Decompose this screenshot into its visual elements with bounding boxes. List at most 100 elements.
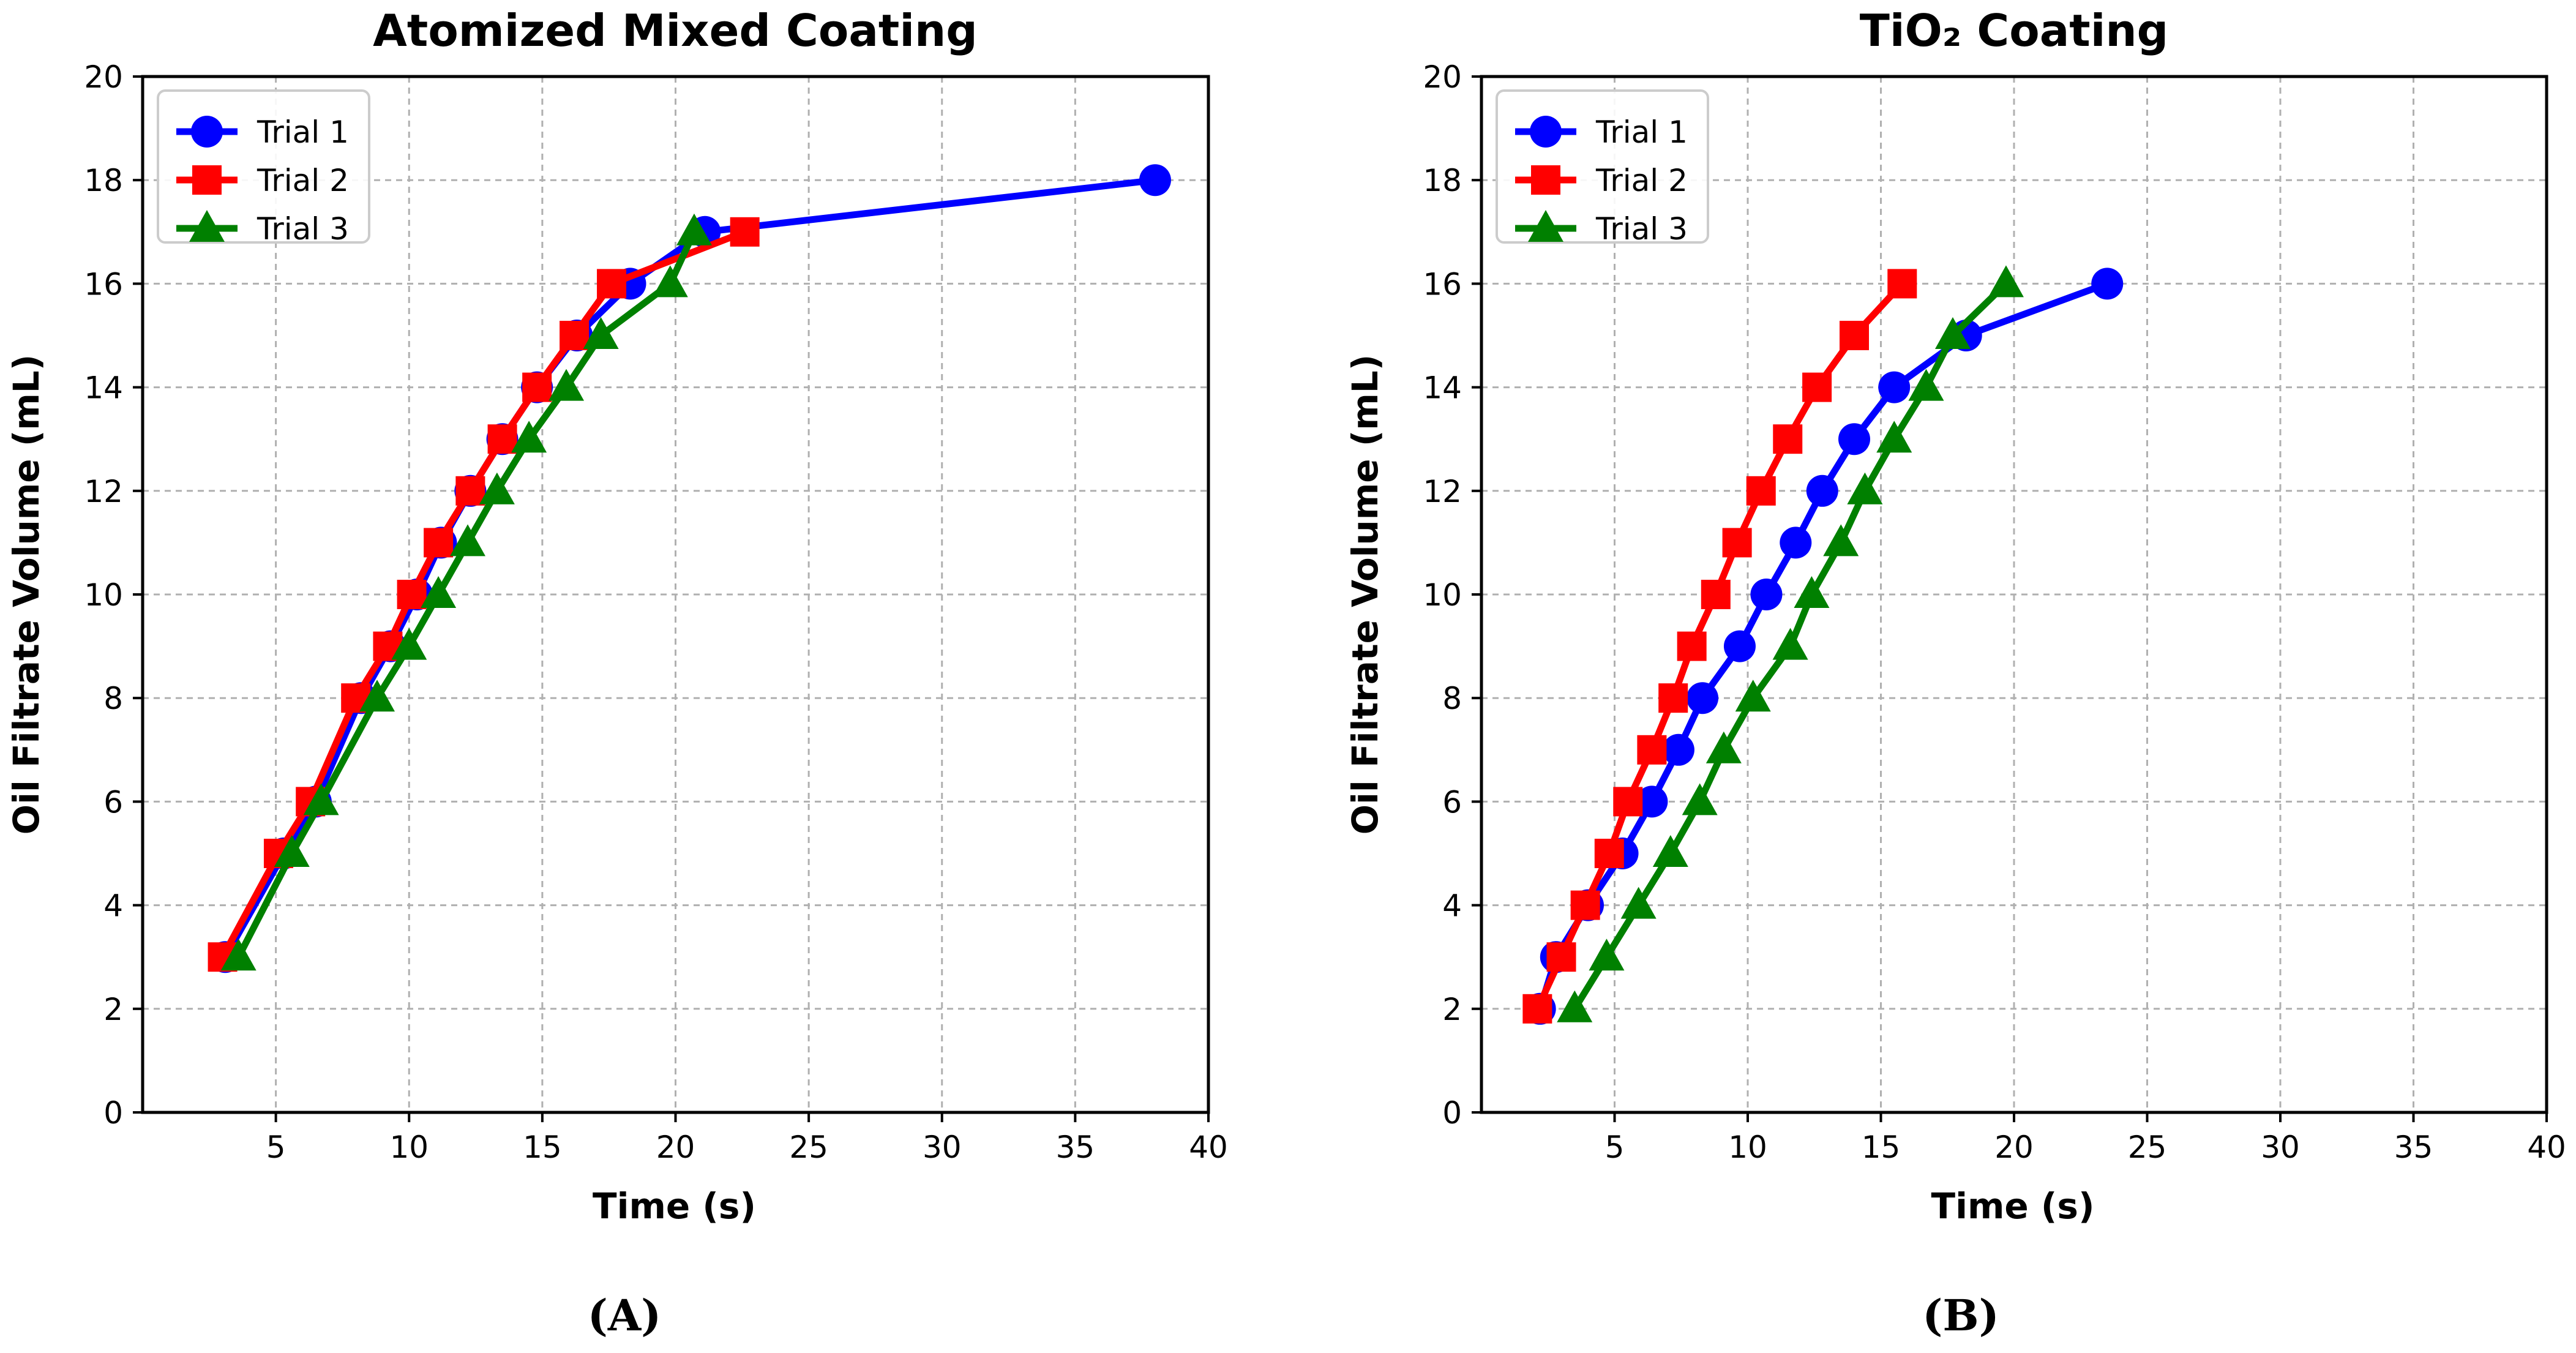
data-point bbox=[1594, 839, 1624, 868]
legend-entry: Trial 2 bbox=[1515, 163, 1688, 198]
y-tick-label: 20 bbox=[1423, 59, 1462, 95]
x-tick-label: 30 bbox=[923, 1130, 962, 1165]
data-point bbox=[391, 628, 427, 660]
plot-frame bbox=[1480, 75, 2548, 1114]
x-axis-label: Time (s) bbox=[1931, 1185, 2095, 1227]
data-point bbox=[1687, 682, 1719, 714]
y-tick-label: 16 bbox=[84, 266, 123, 302]
x-tick-label: 25 bbox=[789, 1130, 828, 1165]
y-tick-label: 4 bbox=[1442, 888, 1462, 924]
data-point bbox=[597, 269, 627, 299]
data-point bbox=[560, 321, 590, 350]
y-tick-label: 10 bbox=[1423, 577, 1462, 613]
data-point bbox=[730, 217, 760, 247]
data-point bbox=[1838, 423, 1870, 455]
data-point bbox=[274, 835, 310, 867]
data-point bbox=[1557, 990, 1593, 1022]
data-point bbox=[1772, 628, 1808, 660]
x-axis-label: Time (s) bbox=[593, 1185, 756, 1227]
axis-ticks: 5 10 15 20 25 30 35 40 0 2 4 6 8 10 12 14 16 18 20 bbox=[1423, 59, 2566, 1165]
x-tick-label: 5 bbox=[266, 1130, 286, 1165]
y-tick-label: 14 bbox=[1423, 370, 1462, 406]
data-point bbox=[1746, 476, 1776, 506]
data-point bbox=[1705, 731, 1742, 763]
data-point bbox=[424, 528, 454, 558]
y-tick-label: 16 bbox=[1423, 266, 1462, 302]
legend-marker bbox=[189, 210, 225, 242]
y-axis-label: Oil Filtrate Volume (mL) bbox=[6, 354, 47, 834]
data-point bbox=[1806, 474, 1838, 507]
data-point bbox=[421, 576, 457, 608]
data-point bbox=[652, 265, 688, 298]
legend-label: Trial 3 bbox=[1595, 211, 1688, 247]
series-trial-2 bbox=[1522, 269, 1917, 1024]
legend-label: Trial 1 bbox=[1595, 114, 1688, 150]
legend-entry: Trial 3 bbox=[176, 210, 349, 247]
data-point bbox=[522, 372, 552, 402]
legend-marker bbox=[1531, 165, 1560, 195]
legend-entry: Trial 3 bbox=[1515, 210, 1688, 247]
x-tick-label: 15 bbox=[523, 1130, 562, 1165]
data-point bbox=[1773, 424, 1803, 454]
data-point bbox=[1652, 835, 1688, 867]
legend-label: Trial 1 bbox=[256, 114, 349, 150]
chart-title: TiO₂ Coating bbox=[1860, 5, 2168, 56]
data-point bbox=[1613, 787, 1643, 817]
data-point bbox=[1934, 317, 1971, 349]
y-tick-label: 18 bbox=[84, 163, 123, 198]
data-point bbox=[583, 317, 619, 349]
y-tick-label: 2 bbox=[103, 992, 123, 1027]
x-tick-label: 35 bbox=[2394, 1130, 2433, 1165]
legend-entry: Trial 2 bbox=[176, 163, 349, 198]
y-tick-label: 12 bbox=[84, 474, 123, 509]
data-point bbox=[676, 213, 712, 245]
y-tick-label: 8 bbox=[1442, 681, 1462, 716]
x-tick-label: 35 bbox=[1056, 1130, 1095, 1165]
x-tick-label: 10 bbox=[389, 1130, 429, 1165]
legend: Trial 1 Trial 2 Trial 3 bbox=[1496, 89, 1709, 247]
x-tick-label: 20 bbox=[656, 1130, 695, 1165]
data-point bbox=[220, 939, 256, 971]
chart-panel-b: 5 10 15 20 25 30 35 40 0 2 4 6 8 10 12 14 16 18 20 TiO₂ Coa… bbox=[1344, 5, 2566, 1341]
panel-label-b: (B) bbox=[1922, 1290, 1999, 1341]
data-point bbox=[303, 783, 339, 815]
data-point bbox=[1546, 942, 1576, 972]
series-group bbox=[208, 164, 1171, 973]
data-point bbox=[1876, 421, 1912, 453]
legend-marker bbox=[192, 165, 222, 195]
series-group bbox=[1522, 265, 2124, 1025]
plot-frame bbox=[141, 75, 1210, 1114]
x-tick-label: 25 bbox=[2128, 1130, 2167, 1165]
data-point bbox=[1570, 890, 1600, 920]
y-tick-label: 0 bbox=[1442, 1095, 1462, 1131]
data-point bbox=[1522, 994, 1552, 1024]
x-tick-label: 40 bbox=[1189, 1130, 1228, 1165]
x-tick-label: 15 bbox=[1862, 1130, 1901, 1165]
data-point bbox=[1750, 579, 1783, 610]
data-point bbox=[1658, 683, 1688, 713]
legend-entry: Trial 1 bbox=[176, 114, 349, 150]
chart-panel-a: 5 10 15 20 25 30 35 40 0 2 4 6 8 10 12 14 16 18 20 Atomized… bbox=[6, 5, 1228, 1341]
y-tick-label: 10 bbox=[84, 577, 123, 613]
data-point bbox=[1887, 269, 1917, 299]
data-point bbox=[1823, 524, 1859, 557]
x-tick-label: 5 bbox=[1605, 1130, 1625, 1165]
legend: Trial 1 Trial 2 Trial 3 bbox=[157, 89, 370, 247]
data-point bbox=[479, 472, 515, 504]
data-point bbox=[397, 580, 427, 609]
data-point bbox=[1840, 321, 1869, 350]
y-tick-label: 0 bbox=[103, 1095, 123, 1131]
data-point bbox=[359, 680, 395, 712]
y-tick-label: 20 bbox=[84, 59, 123, 95]
data-point bbox=[1637, 735, 1667, 765]
axis-ticks: 5 10 15 20 25 30 35 40 0 2 4 6 8 10 12 14 16 18 20 bbox=[84, 59, 1227, 1165]
legend-marker bbox=[1530, 116, 1562, 148]
data-point bbox=[1723, 630, 1756, 662]
y-tick-label: 6 bbox=[103, 784, 123, 820]
y-tick-label: 2 bbox=[1442, 992, 1462, 1027]
legend-label: Trial 3 bbox=[256, 211, 349, 247]
y-tick-label: 14 bbox=[84, 370, 123, 406]
data-point bbox=[1908, 369, 1944, 401]
